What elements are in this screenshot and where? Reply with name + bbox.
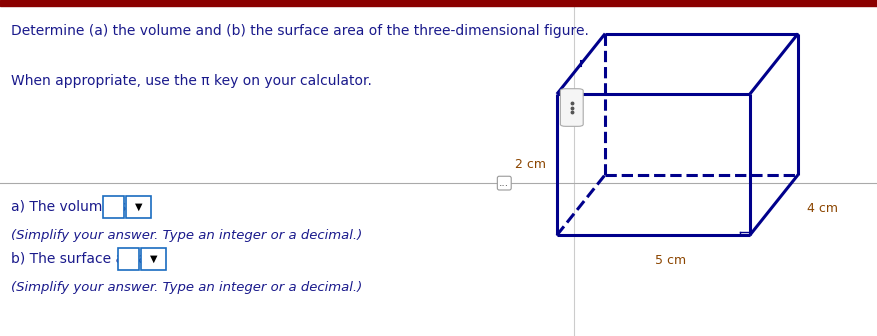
Text: 5 cm: 5 cm <box>655 254 686 267</box>
Text: b) The surface area is: b) The surface area is <box>11 252 161 266</box>
Text: ▼: ▼ <box>150 254 157 264</box>
Text: (Simplify your answer. Type an integer or a decimal.): (Simplify your answer. Type an integer o… <box>11 281 362 294</box>
Bar <box>103 196 124 218</box>
Text: ▼: ▼ <box>135 202 142 212</box>
FancyBboxPatch shape <box>560 89 583 126</box>
Text: (Simplify your answer. Type an integer or a decimal.): (Simplify your answer. Type an integer o… <box>11 229 362 242</box>
Text: a) The volume is: a) The volume is <box>11 200 125 214</box>
Text: 2 cm: 2 cm <box>516 158 546 171</box>
Text: Determine (a) the volume and (b) the surface area of the three-dimensional figur: Determine (a) the volume and (b) the sur… <box>11 24 588 38</box>
Bar <box>126 196 151 218</box>
Text: When appropriate, use the π key on your calculator.: When appropriate, use the π key on your … <box>11 74 371 88</box>
Text: ...: ... <box>499 178 510 188</box>
Bar <box>0 0 877 6</box>
Bar <box>118 248 139 269</box>
Text: 4 cm: 4 cm <box>807 202 838 215</box>
Bar <box>141 248 166 269</box>
